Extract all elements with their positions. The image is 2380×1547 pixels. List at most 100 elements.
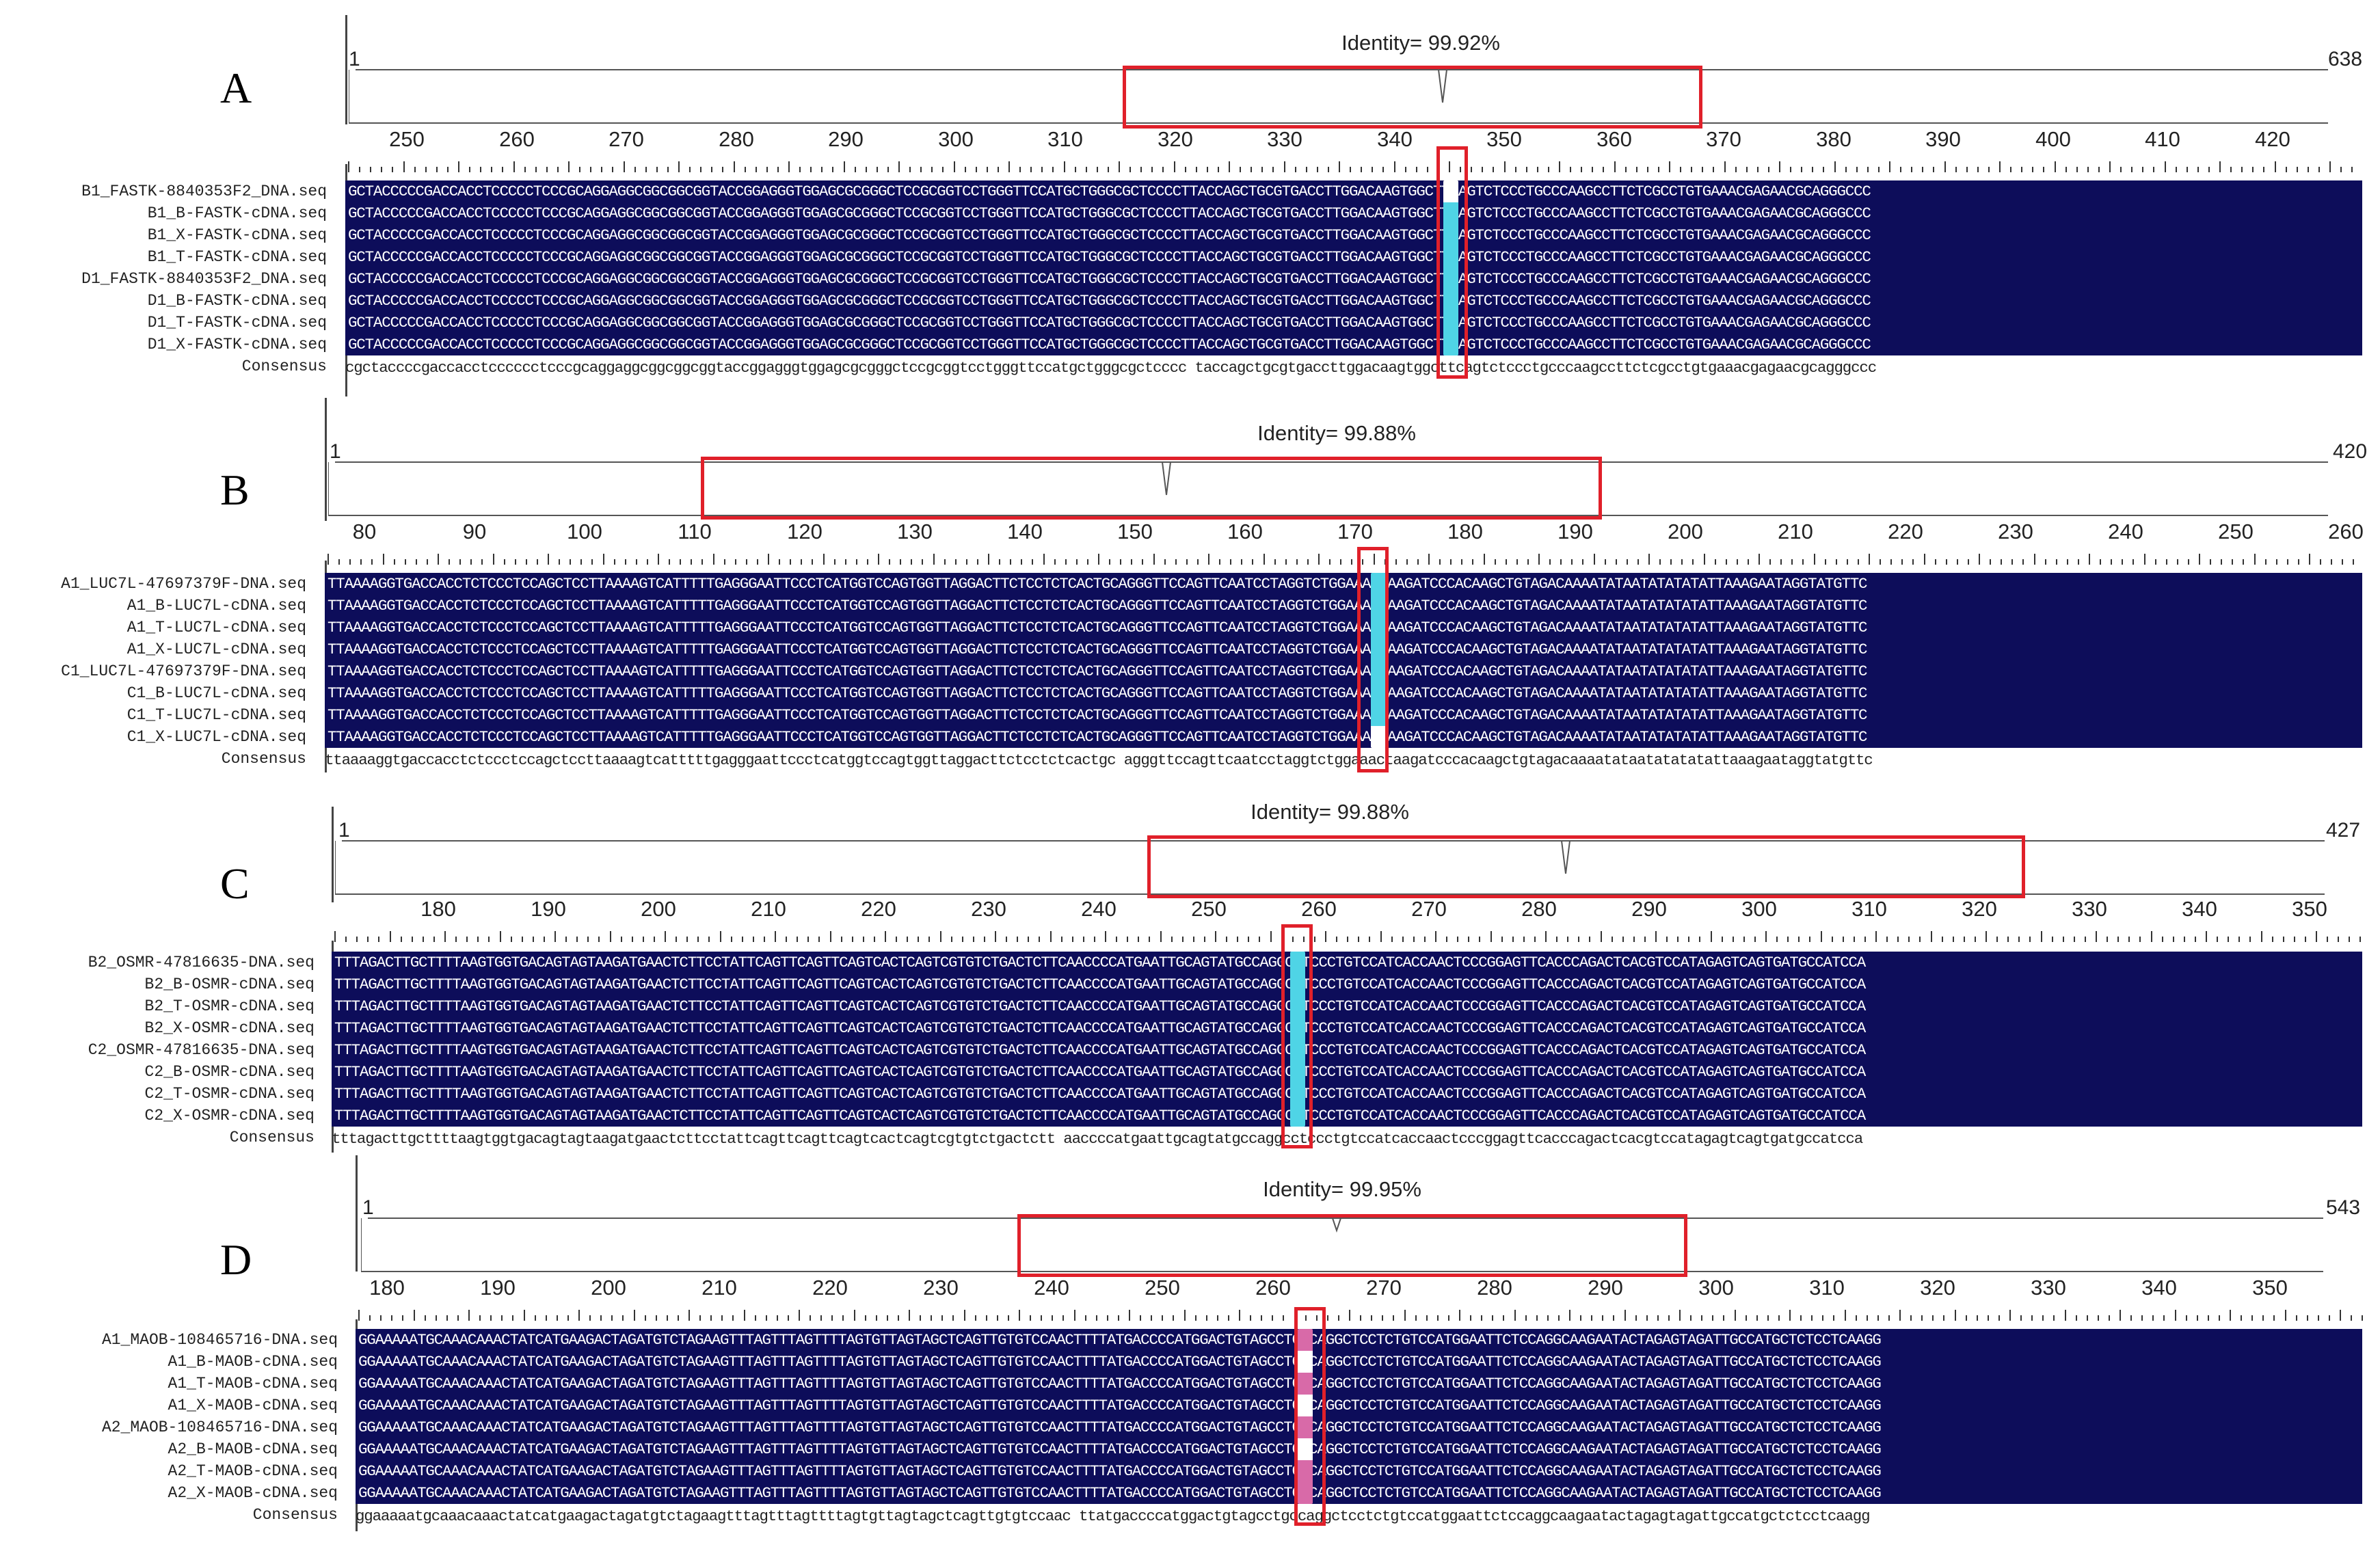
ruler-tick — [964, 167, 966, 172]
tick-label: 260 — [499, 127, 535, 151]
ruler-tick — [1589, 937, 1591, 942]
sequence-name: B2_OSMR-47816635-DNA.seq — [88, 954, 315, 971]
ruler-tick — [392, 167, 394, 172]
ruler-tick — [1780, 559, 1782, 565]
ruler-tick — [2128, 937, 2130, 942]
ruler-tick — [1701, 1315, 1703, 1321]
ruler-tick — [1461, 559, 1463, 565]
ruler-tick — [2221, 559, 2223, 565]
ruler-tick — [1691, 167, 1693, 172]
ruler-tick — [2274, 161, 2276, 172]
ruler-tick — [2120, 1310, 2121, 1321]
sequence-names: A1_MAOB-108465716-DNA.seq A1_B-MAOB-cDNA… — [0, 1329, 338, 1526]
ruler-tick — [2196, 1315, 2198, 1321]
ruler-tick — [1041, 1315, 1043, 1321]
ruler-tick — [656, 167, 658, 172]
ruler-tick — [1227, 1315, 1229, 1321]
ruler-tick — [1120, 559, 1122, 565]
sequence-name: A1_T-MAOB-cDNA.seq — [168, 1375, 338, 1393]
ruler-tick — [1151, 167, 1153, 172]
ruler-tick — [1184, 1310, 1186, 1321]
ruler-tick — [2284, 1310, 2286, 1321]
ruler-tick — [941, 1315, 944, 1321]
overview-end: 543 — [2326, 1196, 2361, 1219]
ruler-tick — [559, 559, 561, 565]
ruler-tick — [844, 559, 846, 565]
ruler-tick — [381, 167, 383, 172]
consensus-sequence: cgctaccccgaccacctcccccctcccgcaggaggcggcg… — [345, 359, 1877, 377]
tick-label: 210 — [1778, 520, 1813, 543]
tick-label: 390 — [1925, 127, 1961, 151]
panel-divider — [332, 807, 334, 902]
ruler-tick — [2031, 1315, 2033, 1321]
ruler-tick — [851, 937, 853, 942]
panel-letter: C — [220, 859, 250, 908]
ruler-tick — [1241, 559, 1243, 565]
tick-label: 240 — [1034, 1276, 1069, 1300]
ruler-tick — [2309, 554, 2310, 565]
ruler-tick — [1219, 559, 1221, 565]
sequence-row: TTAAAAGGTGACCACCTCTCCCTCCAGCTCCTTAAAAGTC… — [327, 662, 1868, 680]
ruler-tick — [2340, 1310, 2341, 1321]
ruler-tick — [1669, 161, 1670, 172]
ruler-tick — [2086, 1315, 2088, 1321]
ruler-tick — [1054, 559, 1056, 565]
ruler-tick — [1536, 167, 1538, 172]
ruler-tick — [1545, 931, 1547, 942]
ruler-tick — [1075, 559, 1078, 565]
ruler-tick — [479, 1315, 481, 1321]
tick-label: 300 — [1698, 1276, 1734, 1300]
ruler-tick — [1604, 559, 1606, 565]
ruler-tick — [1734, 1310, 1736, 1321]
ruler-tick — [2142, 167, 2144, 172]
overview-end: 420 — [2333, 440, 2368, 463]
ruler-tick — [579, 167, 581, 172]
ruler-tick — [911, 559, 913, 565]
ruler-tick — [1065, 559, 1067, 565]
sequence-name: D1_FASTK-8840353F2_DNA.seq — [81, 270, 327, 288]
ruler-tick — [1801, 167, 1803, 172]
ruler-tick — [1318, 554, 1320, 565]
ruler-tick — [1085, 167, 1087, 172]
ruler-tick — [2111, 559, 2113, 565]
ruler-tick — [602, 554, 604, 565]
ruler-tick — [1142, 559, 1144, 565]
ruler-tick — [1283, 1315, 1285, 1321]
ruler-tick — [952, 1315, 954, 1321]
ruler-tick — [1446, 937, 1448, 942]
ruler-tick — [2320, 559, 2322, 565]
tick-label: 340 — [1377, 127, 1413, 151]
ruler-tick — [1581, 167, 1583, 172]
ruler-tick — [1648, 554, 1650, 565]
ruler-tick — [1877, 167, 1880, 172]
ruler-tick — [1084, 1315, 1086, 1321]
ruler-tick — [334, 931, 336, 942]
tick-label: 290 — [1588, 1276, 1623, 1300]
ruler-tick — [2141, 1315, 2143, 1321]
ruler-tick — [1602, 1315, 1604, 1321]
ruler-tick — [646, 559, 648, 565]
ruler-tick — [1305, 167, 1307, 172]
ruler-tick — [1315, 1315, 1318, 1321]
sequence-name: C2_T-OSMR-cDNA.seq — [144, 1085, 315, 1103]
ruler-tick — [1041, 167, 1043, 172]
ruler-tick — [524, 167, 526, 172]
ruler-tick — [1468, 937, 1470, 942]
snp-highlight-column — [1371, 573, 1386, 748]
ruler-tick — [1856, 167, 1858, 172]
tick-label: 260 — [2328, 520, 2364, 543]
tick-label: 230 — [923, 1276, 959, 1300]
ruler-tick — [1470, 1315, 1472, 1321]
ruler-tick — [1039, 937, 1041, 942]
ruler-tick — [997, 167, 999, 172]
ruler-tick — [2331, 559, 2333, 565]
ruler-tick — [601, 167, 603, 172]
sequence-name: A2_B-MAOB-cDNA.seq — [168, 1440, 338, 1458]
ruler-tick — [866, 559, 868, 565]
tick-label: 330 — [2072, 897, 2107, 921]
ruler-tick — [2351, 167, 2353, 172]
ruler-tick — [1790, 167, 1792, 172]
ruler-tick — [2254, 554, 2256, 565]
ruler-tick — [2329, 161, 2331, 172]
ruler-tick — [2208, 167, 2210, 172]
